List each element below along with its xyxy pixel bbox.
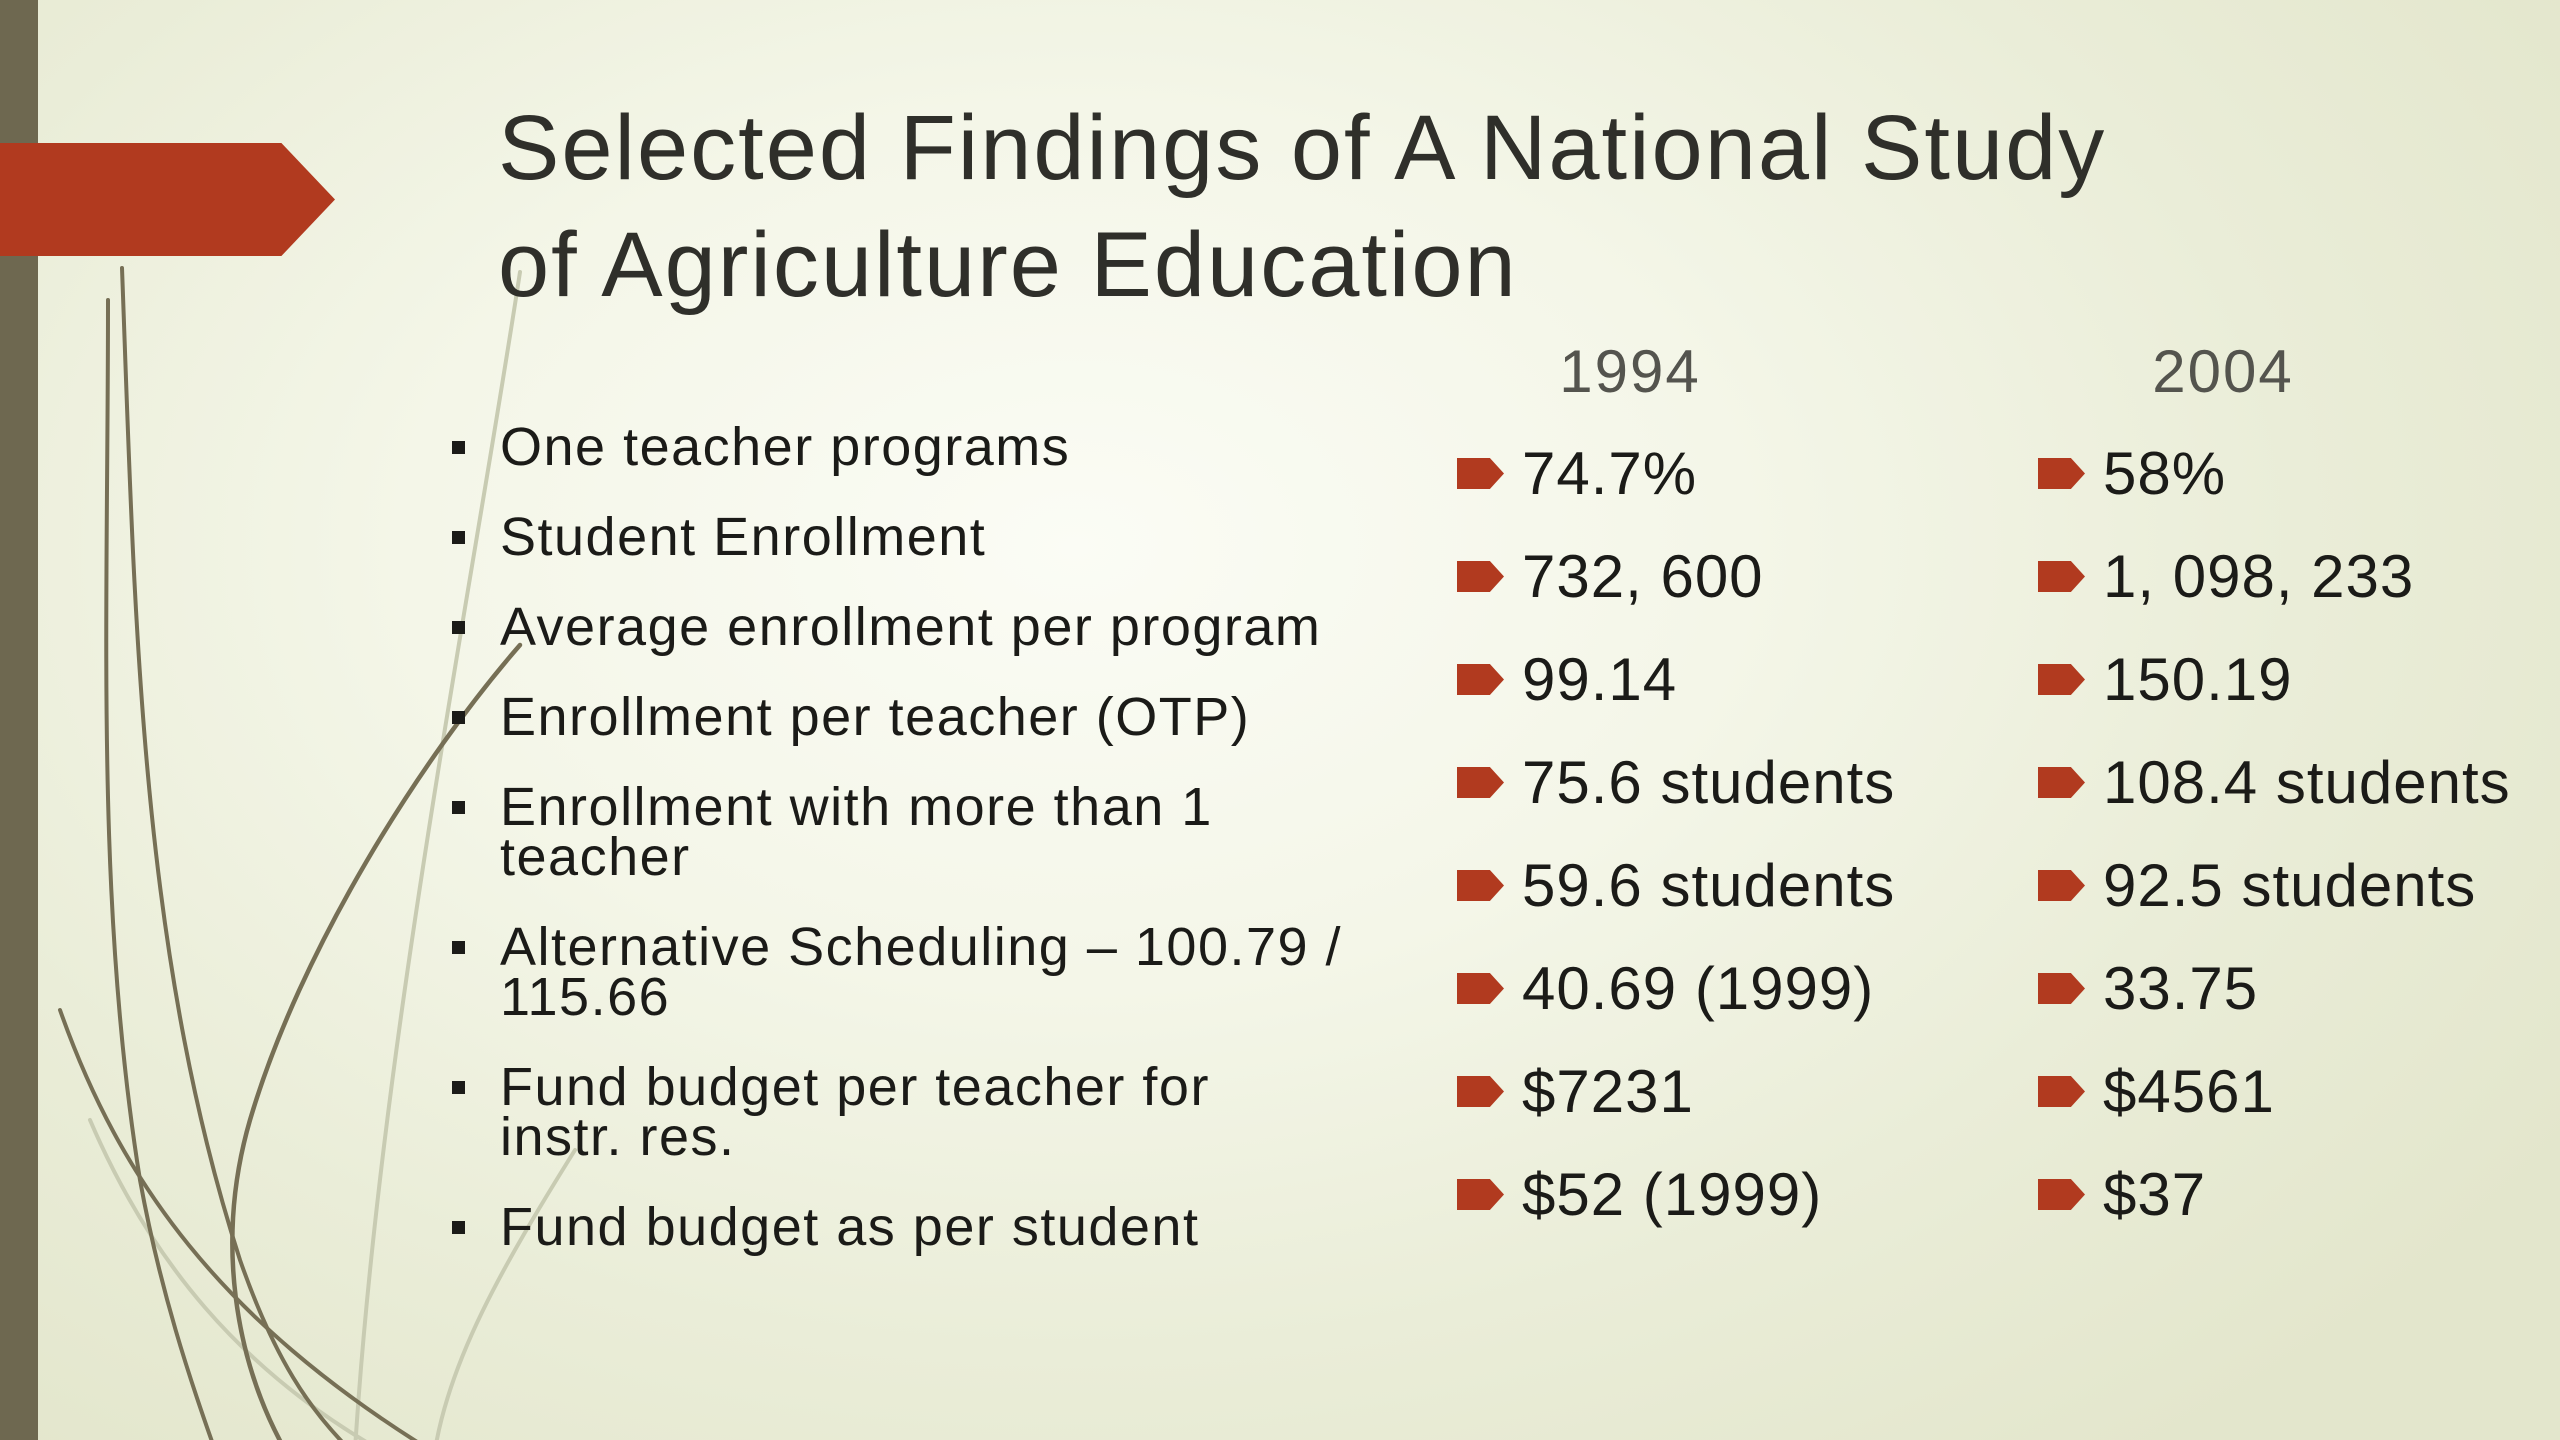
- category-item: Fund budget as per student: [452, 1200, 1462, 1254]
- arrow-bullet-icon: [2038, 664, 2085, 695]
- category-text: Average enrollment per program: [500, 597, 1322, 657]
- value-item: $4561: [2038, 1040, 2511, 1143]
- value-item: $37: [2038, 1143, 2511, 1246]
- category-item: Enrollment per teacher (OTP): [452, 690, 1462, 744]
- values-2004-list: 58% 1, 098, 233 150.19 108.4 students 92…: [2038, 422, 2511, 1246]
- value-item: 40.69 (1999): [1457, 937, 1895, 1040]
- value-item: 33.75: [2038, 937, 2511, 1040]
- value-item: $52 (1999): [1457, 1143, 1895, 1246]
- value-text: $37: [2103, 1161, 2207, 1228]
- values-1994-list: 74.7% 732, 600 99.14 75.6 students 59.6 …: [1457, 422, 1895, 1246]
- value-item: 1, 098, 233: [2038, 525, 2511, 628]
- arrow-bullet-icon: [1457, 767, 1504, 798]
- arrow-bullet-icon: [1457, 458, 1504, 489]
- arrow-bullet-icon: [2038, 973, 2085, 1004]
- category-item: Student Enrollment: [452, 510, 1462, 564]
- value-text: 1, 098, 233: [2103, 543, 2415, 610]
- arrow-bullet-icon: [1457, 664, 1504, 695]
- value-text: 59.6 students: [1522, 852, 1896, 919]
- category-text: Enrollment with more than 1 teacher: [500, 777, 1213, 887]
- title-arrow-decoration: [0, 143, 335, 256]
- value-item: 108.4 students: [2038, 731, 2511, 834]
- arrow-bullet-icon: [1457, 561, 1504, 592]
- value-item: 92.5 students: [2038, 834, 2511, 937]
- value-text: 92.5 students: [2103, 852, 2477, 919]
- value-item: $7231: [1457, 1040, 1895, 1143]
- category-text: Fund budget as per student: [500, 1197, 1200, 1257]
- value-item: 732, 600: [1457, 525, 1895, 628]
- category-text: Enrollment per teacher (OTP): [500, 687, 1251, 747]
- category-text: Alternative Scheduling – 100.79 / 115.66: [500, 917, 1343, 1027]
- value-text: 40.69 (1999): [1522, 955, 1875, 1022]
- value-text: $4561: [2103, 1058, 2275, 1125]
- value-text: 732, 600: [1522, 543, 1764, 610]
- arrow-bullet-icon: [1457, 870, 1504, 901]
- value-item: 99.14: [1457, 628, 1895, 731]
- value-item: 150.19: [2038, 628, 2511, 731]
- arrow-bullet-icon: [2038, 1179, 2085, 1210]
- category-text: Student Enrollment: [500, 507, 987, 567]
- value-text: 58%: [2103, 440, 2227, 507]
- value-text: 33.75: [2103, 955, 2259, 1022]
- category-list: One teacher programs Student Enrollment …: [452, 420, 1462, 1292]
- category-item: Fund budget per teacher for instr. res.: [452, 1060, 1462, 1164]
- value-text: 99.14: [1522, 646, 1678, 713]
- value-text: $7231: [1522, 1058, 1694, 1125]
- year-header-1994: 1994: [1559, 338, 1701, 405]
- arrow-bullet-icon: [1457, 1179, 1504, 1210]
- value-text: 108.4 students: [2103, 749, 2511, 816]
- value-text: 74.7%: [1522, 440, 1698, 507]
- value-item: 58%: [2038, 422, 2511, 525]
- slide-title: Selected Findings of A National Study of…: [498, 97, 2107, 316]
- value-item: 59.6 students: [1457, 834, 1895, 937]
- value-item: 75.6 students: [1457, 731, 1895, 834]
- arrow-bullet-icon: [2038, 767, 2085, 798]
- category-item: Average enrollment per program: [452, 600, 1462, 654]
- category-item: Enrollment with more than 1 teacher: [452, 780, 1462, 884]
- arrow-bullet-icon: [2038, 870, 2085, 901]
- arrow-bullet-icon: [2038, 1076, 2085, 1107]
- arrow-bullet-icon: [1457, 973, 1504, 1004]
- value-text: 75.6 students: [1522, 749, 1896, 816]
- value-text: 150.19: [2103, 646, 2293, 713]
- arrow-bullet-icon: [2038, 561, 2085, 592]
- category-text: One teacher programs: [500, 417, 1071, 477]
- value-item: 74.7%: [1457, 422, 1895, 525]
- category-text: Fund budget per teacher for instr. res.: [500, 1057, 1210, 1167]
- category-item: Alternative Scheduling – 100.79 / 115.66: [452, 920, 1462, 1024]
- value-text: $52 (1999): [1522, 1161, 1823, 1228]
- arrow-bullet-icon: [1457, 1076, 1504, 1107]
- year-header-2004: 2004: [2152, 338, 2294, 405]
- arrow-bullet-icon: [2038, 458, 2085, 489]
- category-item: One teacher programs: [452, 420, 1462, 474]
